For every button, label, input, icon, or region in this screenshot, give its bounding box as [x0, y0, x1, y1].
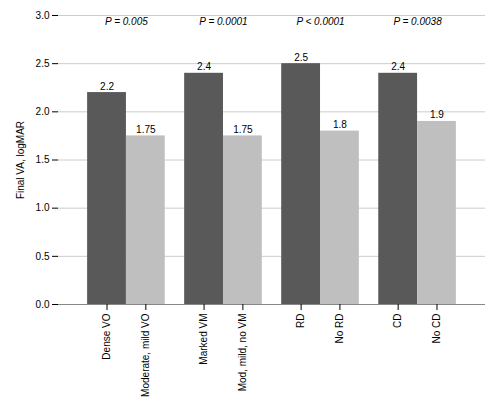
- svg-text:2.0: 2.0: [36, 106, 50, 117]
- svg-text:2.2: 2.2: [100, 81, 114, 92]
- svg-text:1.9: 1.9: [430, 109, 444, 120]
- svg-text:1.75: 1.75: [136, 124, 156, 135]
- svg-text:Moderate, mild VO: Moderate, mild VO: [140, 313, 151, 397]
- svg-text:Final VA, logMAR: Final VA, logMAR: [15, 121, 26, 199]
- svg-text:2.4: 2.4: [391, 61, 405, 72]
- svg-text:2.5: 2.5: [36, 58, 50, 69]
- svg-text:2.5: 2.5: [294, 52, 308, 63]
- svg-text:RD: RD: [295, 314, 306, 328]
- svg-text:Marked VM: Marked VM: [198, 314, 209, 365]
- svg-text:P < 0.0001: P < 0.0001: [296, 16, 344, 27]
- svg-text:1.5: 1.5: [36, 154, 50, 165]
- svg-text:1.8: 1.8: [333, 119, 347, 130]
- svg-text:Mod, mild, no VM: Mod, mild, no VM: [237, 314, 248, 392]
- svg-text:P = 0.005: P = 0.005: [105, 16, 148, 27]
- svg-text:No RD: No RD: [334, 314, 345, 344]
- svg-text:No CD: No CD: [431, 314, 442, 344]
- svg-text:0.0: 0.0: [36, 299, 50, 310]
- svg-text:P = 0.0001: P = 0.0001: [199, 16, 247, 27]
- svg-text:3.0: 3.0: [36, 10, 50, 21]
- svg-text:Dense VO: Dense VO: [101, 313, 112, 359]
- svg-text:1.75: 1.75: [233, 124, 253, 135]
- svg-text:CD: CD: [392, 314, 403, 328]
- svg-text:0.5: 0.5: [36, 251, 50, 262]
- svg-text:1.0: 1.0: [36, 202, 50, 213]
- svg-text:P = 0.0038: P = 0.0038: [393, 16, 442, 27]
- svg-text:2.4: 2.4: [197, 61, 211, 72]
